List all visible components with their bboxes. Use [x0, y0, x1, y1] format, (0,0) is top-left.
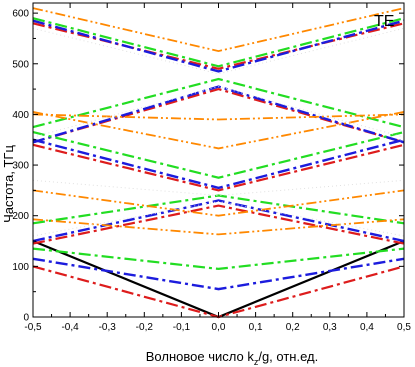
tick-marks [32, 3, 405, 318]
series-3-band-3-line [32, 77, 405, 129]
series-1-band-4-line [32, 22, 405, 70]
series-4-band-2-line [32, 111, 405, 150]
x-tick-label: 0,4 [360, 322, 374, 333]
x-tick-label: 0,2 [286, 322, 300, 333]
y-tick-label: 600 [12, 9, 29, 20]
y-tick-label: 300 [12, 161, 29, 172]
series-2-band-4-line [32, 19, 405, 73]
y-tick-label: 0 [23, 313, 29, 324]
plot-lines [32, 7, 405, 319]
x-tick-label: -0,4 [61, 322, 79, 333]
series-2-band-3-line [32, 85, 405, 144]
series-1-band-2-line [32, 143, 405, 192]
series-5-band-2-line [32, 86, 405, 138]
x-tick-label: -0,3 [99, 322, 117, 333]
series-2-band-0-line [32, 257, 405, 291]
x-axis-label: Волновое число kz/g, отн.ед. [146, 349, 318, 367]
x-tick-label: 0,1 [249, 322, 263, 333]
series-4-band-3-line [32, 113, 405, 121]
x-tick-label: -0,5 [24, 322, 42, 333]
x-axis-label-tail: /g, отн.ед. [258, 349, 318, 364]
series-4-band-4-line [32, 7, 405, 53]
series-3-band-4-line [32, 17, 405, 68]
series-4-band-0-line [32, 218, 405, 236]
x-axis-label-main: Волновое число k [146, 349, 255, 364]
y-tick-label: 200 [12, 211, 29, 222]
y-tick-label: 100 [12, 262, 29, 273]
x-tick-label: 0,5 [397, 322, 411, 333]
y-tick-label: 500 [12, 59, 29, 70]
series-3-band-1-line [32, 194, 405, 225]
x-axis-label-subscript: z [254, 357, 259, 367]
series-0-band-0-line [32, 239, 405, 319]
tick-labels: -0,5 -0,4 -0,3 -0,2 -0,1 0,0 0,1 0,2 0,3 0,4 0,5 0 1… [12, 9, 411, 333]
series-3-band-2-line [32, 131, 405, 179]
series-2-band-2-line [32, 138, 405, 190]
series-4-band-1-line [32, 189, 405, 217]
series-3-band-0-line [32, 247, 405, 271]
x-tick-label: 0,3 [323, 322, 337, 333]
y-tick-label: 400 [12, 110, 29, 121]
series-5-band-0-line [32, 200, 405, 237]
series-2-band-1-line [32, 199, 405, 243]
x-tick-label: -0,1 [173, 322, 191, 333]
series-1-band-0-line [32, 265, 405, 319]
polarization-label: TE [374, 13, 394, 30]
x-tick-label: 0,0 [212, 322, 226, 333]
x-tick-label: -0,2 [136, 322, 154, 333]
y-axis-label: Частота, ТГц [1, 145, 16, 223]
series-1-band-1-line [32, 204, 405, 245]
